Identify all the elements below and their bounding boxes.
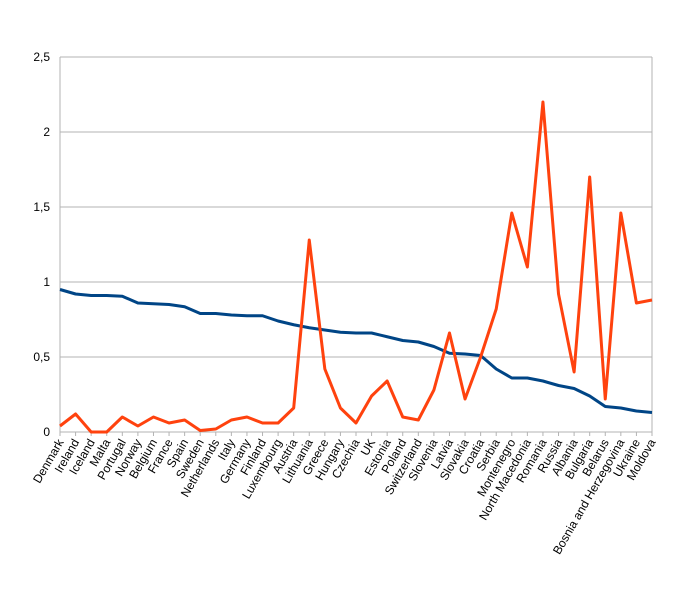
series-line [59,288,653,414]
y-tick-label: 0,5 [33,350,50,364]
y-tick-label: 1 [43,275,50,289]
y-tick-label: 0 [43,425,50,439]
y-tick-label: 1,5 [33,200,50,214]
y-tick-label: 2,5 [33,50,50,64]
y-tick-label: 2 [43,125,50,139]
series-line [59,100,653,434]
